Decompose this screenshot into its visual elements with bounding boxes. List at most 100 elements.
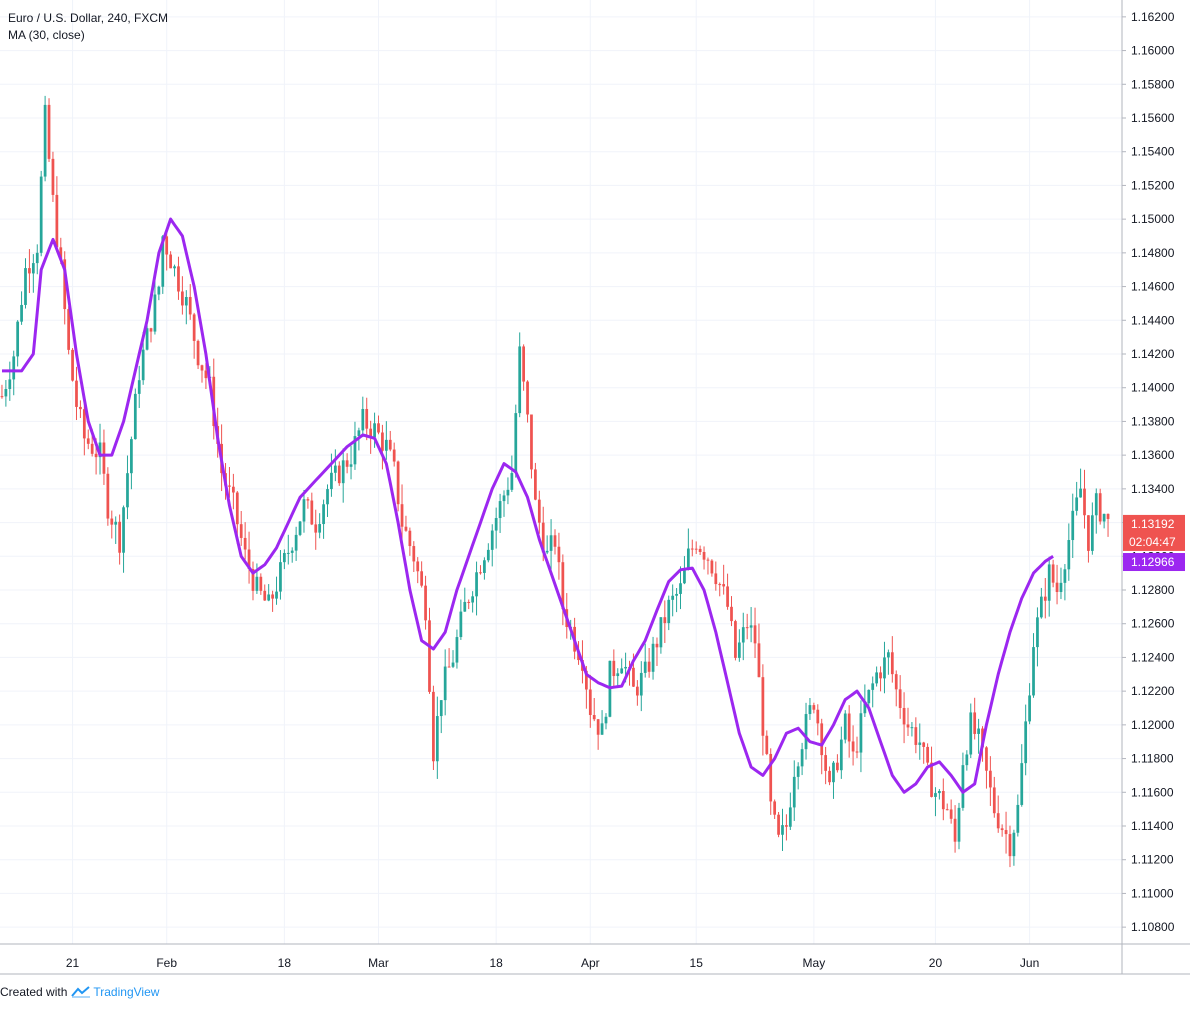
candle-body [741,627,745,643]
candle-body [463,601,467,612]
candle-body [502,495,506,502]
candle-body [887,652,890,658]
candle-body [471,596,475,603]
plot-area [0,0,1122,944]
candle-body [271,594,274,599]
candle-body [373,423,376,438]
candle-body [734,621,737,658]
candle-body [596,719,600,735]
last-price-label: 1.13192 [1131,517,1175,531]
symbol-title: Euro / U.S. Dollar, 240, FXCM [8,11,169,25]
candle-body [843,713,847,740]
candle-body [408,530,412,547]
candle-body [612,660,616,677]
y-tick-label: 1.14200 [1131,347,1175,361]
x-tick-label: 18 [489,956,503,970]
candle-body [679,583,682,594]
candle-body [149,328,153,332]
candle-body [1008,834,1012,857]
candle-body [145,328,149,350]
candle-body [467,601,471,603]
candle-body [306,499,310,501]
candle-body [173,266,176,269]
candle-body [730,606,733,622]
candle-body [1102,513,1106,522]
candle-body [424,585,427,621]
y-tick-label: 1.12200 [1131,684,1175,698]
tradingview-link[interactable]: TradingView [93,985,160,999]
candle-body [620,668,624,674]
candle-body [1059,582,1063,593]
candle-body [985,747,988,771]
candle-body [545,550,549,553]
candle-body [675,593,678,596]
candle-body [1036,617,1039,648]
y-tick-label: 1.13800 [1131,414,1175,428]
candle-body [639,672,643,696]
candle-body [141,349,145,381]
candle-body [1012,832,1016,857]
candle-body [773,801,777,815]
candle-body [39,176,43,253]
candle-body [977,728,980,734]
candle-body [1016,804,1020,833]
candle-body [153,294,157,332]
candle-body [314,524,318,533]
candle-body [867,689,871,704]
candle-body [934,793,937,797]
candle-body [1047,564,1051,601]
candle-body [632,667,635,687]
y-tick-label: 1.11000 [1131,886,1174,900]
candle-body [541,522,545,553]
candle-body [75,380,78,407]
candle-body [1051,564,1055,583]
candle-body [90,443,94,454]
candle-body [400,504,404,527]
footer-credit[interactable]: Created with TradingView [0,985,159,999]
candle-body [690,548,694,550]
candle-body [910,727,914,729]
candle-body [255,576,259,591]
candle-body [659,617,663,648]
candle-body [267,594,271,601]
candle-body [992,787,996,814]
candle-body [941,790,945,810]
candle-body [392,449,396,462]
candle-body [282,552,286,563]
x-tick-label: Apr [581,956,600,970]
candle-body [616,673,620,677]
candle-body [1087,515,1090,551]
candle-body [851,741,855,752]
candle-body [506,489,510,496]
last-price-badge [1123,514,1185,551]
y-tick-label: 1.13400 [1131,482,1175,496]
candle-body [82,409,86,439]
candle-body [765,735,769,754]
y-tick-label: 1.12000 [1131,718,1175,732]
candle-body [28,268,31,274]
candle-body [930,762,933,797]
candle-body [683,568,686,584]
ma-value-label: 1.12966 [1131,555,1175,569]
candle-body [353,436,357,465]
candle-body [263,590,267,601]
y-tick-label: 1.14000 [1131,381,1175,395]
candle-body [635,686,639,696]
candle-body [443,666,447,701]
candle-body [420,571,424,586]
y-tick-label: 1.11800 [1131,752,1174,766]
y-tick-label: 1.15600 [1131,111,1175,125]
candle-body [51,158,55,195]
candle-body [455,637,459,663]
candle-body [490,530,494,550]
indicator-label: MA (30, close) [8,28,85,42]
candle-body [110,518,114,525]
candle-body [428,620,431,692]
candle-body [1043,596,1047,601]
candle-body [318,524,322,533]
candle-body [879,672,882,679]
candle-body [969,712,973,755]
candle-body [949,809,953,819]
